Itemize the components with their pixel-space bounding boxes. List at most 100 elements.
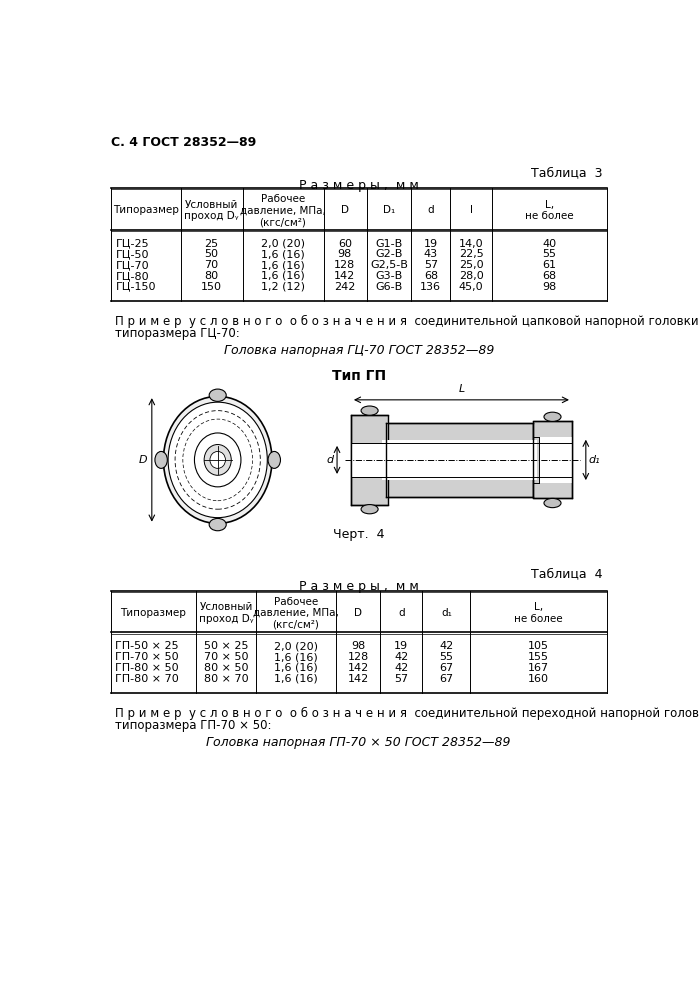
Text: Головка напорная ГП-70 × 50 ГОСТ 28352—89: Головка напорная ГП-70 × 50 ГОСТ 28352—8… [206,737,511,749]
Text: 105: 105 [528,642,549,651]
Text: G1-В: G1-В [375,239,402,248]
Ellipse shape [361,406,378,415]
Text: 68: 68 [542,271,556,281]
Text: 1,6 (16): 1,6 (16) [274,652,318,662]
Text: 57: 57 [394,673,408,683]
Text: Таблица  3: Таблица 3 [531,166,603,179]
Text: 43: 43 [424,249,438,259]
Text: G2-В: G2-В [375,249,402,259]
Text: 1,6 (16): 1,6 (16) [274,673,318,683]
Text: d: d [428,206,434,216]
Text: 1,6 (16): 1,6 (16) [261,271,304,281]
Text: 142: 142 [347,673,369,683]
Text: 67: 67 [440,673,454,683]
Text: 80 × 50: 80 × 50 [204,663,248,673]
Text: ГП-50 × 25: ГП-50 × 25 [116,642,179,651]
Ellipse shape [155,451,167,468]
Text: d: d [327,455,334,465]
Text: ГП-80 × 70: ГП-80 × 70 [116,673,179,683]
Text: типоразмера ГЦ-70:: типоразмера ГЦ-70: [115,328,239,341]
Bar [351,415,388,505]
Text: d₁: d₁ [441,608,452,618]
Text: 42: 42 [394,652,409,662]
Text: 2,0 (20): 2,0 (20) [261,239,304,248]
Text: 128: 128 [347,652,369,662]
Text: Условный
проход Dᵧ: Условный проход Dᵧ [184,200,239,221]
Text: Таблица  4: Таблица 4 [531,567,603,581]
Text: 22,5: 22,5 [458,249,484,259]
Text: Типоразмер: Типоразмер [113,206,178,216]
Ellipse shape [268,451,281,468]
Ellipse shape [209,519,226,531]
Text: Р а з м е р ы ,  м м: Р а з м е р ы , м м [299,179,419,192]
Text: 98: 98 [542,282,556,292]
Text: 40: 40 [542,239,556,248]
Text: 150: 150 [201,282,222,292]
Text: 28,0: 28,0 [458,271,484,281]
Text: 1,6 (16): 1,6 (16) [261,249,304,259]
Text: 98: 98 [351,642,365,651]
Text: Условный
проход Dᵧ: Условный проход Dᵧ [199,602,253,624]
Text: П р и м е р  у с л о в н о г о  о б о з н а ч е н и я  соединительной переходной: П р и м е р у с л о в н о г о о б о з н … [115,707,700,720]
Text: d₁: d₁ [589,455,601,465]
Text: 42: 42 [439,642,454,651]
Text: 70: 70 [204,260,218,270]
Text: ГЦ-80: ГЦ-80 [116,271,149,281]
Text: D: D [341,206,349,216]
Text: ГЦ-25: ГЦ-25 [116,239,149,248]
Text: 19: 19 [394,642,408,651]
Text: ГЦ-70: ГЦ-70 [116,260,149,270]
Text: D: D [354,608,362,618]
Text: G3-В: G3-В [375,271,402,281]
Text: 67: 67 [440,663,454,673]
Text: 14,0: 14,0 [458,239,484,248]
Text: 80 × 70: 80 × 70 [204,673,248,683]
Bar [351,443,388,477]
Text: 136: 136 [420,282,441,292]
Text: L,
не более: L, не более [514,602,563,624]
Text: 50 × 25: 50 × 25 [204,642,248,651]
Text: 242: 242 [334,282,356,292]
Text: Тип ГП: Тип ГП [332,369,386,383]
Text: Р а з м е р ы ,  м м: Р а з м е р ы , м м [299,580,419,593]
Text: D: D [139,455,147,465]
Ellipse shape [164,396,272,524]
Text: П р и м е р  у с л о в н о г о  о б о з н а ч е н и я  соединительной цапковой н: П р и м е р у с л о в н о г о о б о з н … [115,315,699,329]
Text: 61: 61 [542,260,556,270]
Text: Рабочее
давление, МПа,
(кгс/см²): Рабочее давление, МПа, (кгс/см²) [253,597,339,630]
Text: 155: 155 [528,652,549,662]
Bar [533,422,572,498]
Text: l: l [470,206,473,216]
Text: G2,5-В: G2,5-В [370,260,408,270]
Text: 68: 68 [424,271,438,281]
Text: ГЦ-50: ГЦ-50 [116,249,149,259]
Text: 1,6 (16): 1,6 (16) [261,260,304,270]
Bar [382,440,537,480]
Text: 57: 57 [424,260,438,270]
Text: 25: 25 [204,239,218,248]
Text: d: d [398,608,405,618]
Text: 142: 142 [334,271,356,281]
Text: 142: 142 [347,663,369,673]
Text: 80: 80 [204,271,218,281]
Text: ГП-80 × 50: ГП-80 × 50 [116,663,179,673]
Ellipse shape [544,498,561,508]
Text: G6-В: G6-В [375,282,402,292]
Text: ГП-70 × 50: ГП-70 × 50 [116,652,179,662]
Text: 167: 167 [528,663,549,673]
Bar [539,437,572,483]
Text: Головка напорная ГЦ-70 ГОСТ 28352—89: Головка напорная ГЦ-70 ГОСТ 28352—89 [223,345,494,357]
Text: 1,6 (16): 1,6 (16) [274,663,318,673]
Text: ГЦ-150: ГЦ-150 [116,282,156,292]
Text: D₁: D₁ [383,206,395,216]
Text: Рабочее
давление, МПа,
(кгс/см²): Рабочее давление, МПа, (кгс/см²) [240,194,326,227]
Ellipse shape [544,412,561,422]
Text: Типоразмер: Типоразмер [120,608,186,618]
Text: L: L [458,384,465,394]
Ellipse shape [209,389,226,401]
Text: 50: 50 [204,249,218,259]
Ellipse shape [210,451,225,468]
Ellipse shape [361,505,378,514]
Ellipse shape [168,402,267,518]
Text: 25,0: 25,0 [458,260,484,270]
